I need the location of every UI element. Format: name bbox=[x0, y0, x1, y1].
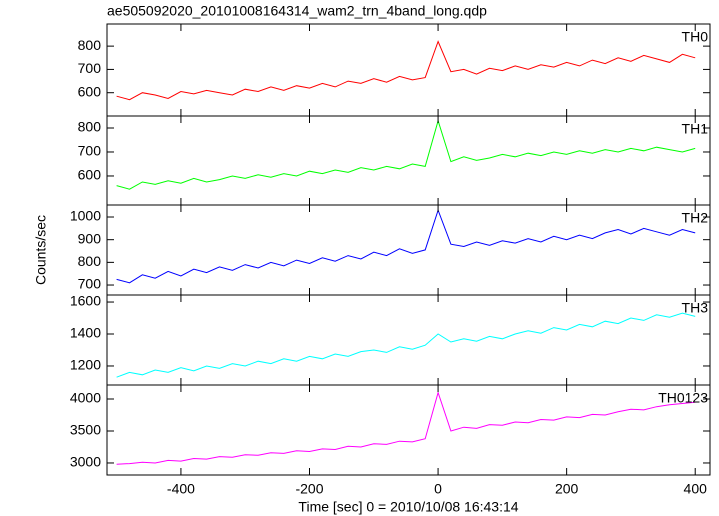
panel-frame bbox=[106, 294, 711, 386]
y-tick-label: 800 bbox=[78, 119, 102, 135]
panel-frame bbox=[106, 23, 711, 117]
y-tick-label: 1000 bbox=[70, 208, 101, 224]
data-line bbox=[116, 208, 696, 284]
y-tick-label: 1200 bbox=[70, 357, 101, 373]
x-axis-label: Time [sec] 0 = 2010/10/08 16:43:14 bbox=[298, 499, 518, 515]
y-tick-label: 3000 bbox=[70, 454, 101, 470]
panel-frame bbox=[106, 384, 711, 476]
series-label: TH3 bbox=[682, 300, 709, 316]
y-tick-label: 600 bbox=[78, 167, 102, 183]
y-tick-label: 800 bbox=[78, 253, 102, 269]
y-tick-label: 900 bbox=[78, 230, 102, 246]
series-label: TH0123 bbox=[658, 390, 708, 406]
series-label: TH0 bbox=[682, 29, 709, 45]
data-line bbox=[116, 390, 696, 465]
y-tick-label: 3500 bbox=[70, 422, 101, 438]
y-tick-label: 1600 bbox=[70, 293, 101, 309]
series-label: TH1 bbox=[682, 121, 709, 137]
y-tick-label: 700 bbox=[78, 60, 102, 76]
data-line bbox=[116, 119, 696, 190]
x-tick-label: 400 bbox=[684, 481, 708, 497]
y-tick-label: 4000 bbox=[70, 390, 101, 406]
y-tick-label: 700 bbox=[78, 276, 102, 292]
chart-title: ae505092020_20101008164314_wam2_trn_4ban… bbox=[107, 3, 487, 19]
data-line bbox=[116, 40, 696, 101]
y-tick-label: 700 bbox=[78, 143, 102, 159]
x-tick-label: 0 bbox=[434, 481, 442, 497]
y-tick-label: 600 bbox=[78, 83, 102, 99]
panel-frame bbox=[106, 204, 711, 296]
x-tick-label: -400 bbox=[167, 481, 195, 497]
series-label: TH2 bbox=[682, 210, 709, 226]
y-tick-label: 800 bbox=[78, 37, 102, 53]
y-tick-label: 1400 bbox=[70, 325, 101, 341]
data-line bbox=[116, 312, 696, 378]
panel-frame bbox=[106, 115, 711, 206]
y-axis-label: Counts/sec bbox=[33, 215, 49, 285]
x-tick-label: -200 bbox=[295, 481, 323, 497]
x-tick-label: 200 bbox=[555, 481, 579, 497]
